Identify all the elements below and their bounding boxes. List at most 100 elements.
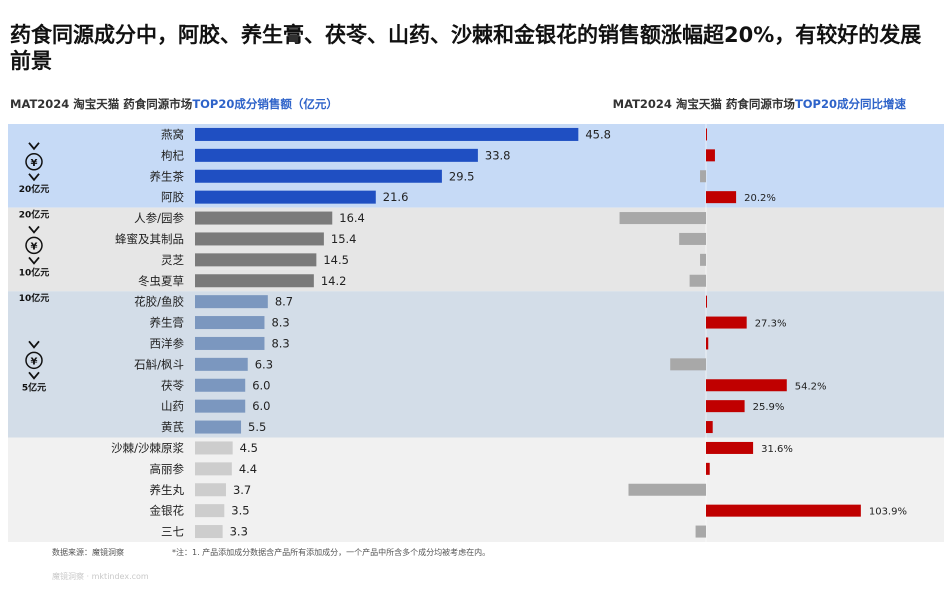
- growth-bar: [706, 441, 754, 454]
- sales-bar: [195, 190, 376, 204]
- sales-value-label: 8.3: [271, 316, 289, 330]
- growth-bar: [706, 337, 709, 350]
- category-label: 黄芪: [161, 420, 184, 434]
- tier-top-label: 20亿元: [19, 209, 50, 221]
- growth-bar: [706, 400, 745, 413]
- growth-value-label: 20.2%: [744, 193, 776, 204]
- growth-bar: [689, 274, 706, 287]
- tier-top-label: 10亿元: [19, 292, 50, 304]
- sales-value-label: 29.5: [449, 169, 475, 183]
- sales-bar: [195, 504, 225, 518]
- sales-bar: [195, 336, 265, 350]
- growth-bar: [706, 128, 707, 141]
- category-label: 西洋参: [150, 336, 185, 350]
- chevron-down-icon: [28, 256, 40, 265]
- growth-bar: [679, 232, 706, 245]
- growth-bar: [706, 295, 707, 308]
- sales-bar: [195, 127, 579, 141]
- right-chart-subtitle: MAT2024 淘宝天猫 药食同源市场TOP20成分同比增速: [612, 97, 906, 111]
- sales-value-label: 4.5: [240, 441, 258, 455]
- tier-bands: [8, 124, 944, 542]
- tier-bottom-label: 20亿元: [19, 183, 50, 195]
- sales-bar: [195, 295, 268, 309]
- category-label: 灵芝: [161, 253, 184, 267]
- sales-value-label: 3.5: [231, 504, 249, 518]
- sales-value-label: 8.7: [275, 295, 293, 309]
- sales-bar: [195, 274, 314, 288]
- tier-bottom-label: 10亿元: [19, 266, 50, 278]
- tier-band: [8, 291, 944, 438]
- sales-value-label: 33.8: [485, 148, 511, 162]
- sales-bar: [195, 169, 442, 183]
- category-label: 茯苓: [161, 378, 184, 392]
- category-label: 燕窝: [161, 127, 184, 141]
- sales-value-label: 14.5: [323, 253, 349, 267]
- sales-value-label: 4.4: [239, 462, 257, 476]
- sales-bar: [195, 316, 265, 330]
- yuan-circle-icon: [25, 351, 43, 370]
- category-label: 高丽参: [150, 462, 185, 476]
- category-label: 石斛/枫斗: [134, 357, 184, 371]
- growth-bar: [619, 212, 706, 225]
- sales-value-label: 3.7: [233, 483, 251, 497]
- category-label: 人参/园参: [134, 211, 184, 225]
- sales-value-label: 3.3: [230, 525, 248, 539]
- growth-value-label: 54.2%: [795, 381, 827, 392]
- category-label: 枸杞: [161, 148, 184, 162]
- category-label: 花胶/鱼胶: [134, 295, 184, 309]
- yuan-circle-icon: [25, 153, 43, 171]
- sales-bar: [195, 211, 333, 225]
- sales-value-label: 21.6: [383, 190, 409, 204]
- sales-bar-chart: 燕窝 45.8 枸杞 33.8 养生茶 29.5 阿胶 21.6 人参/园参 16.4 蜂蜜及其制品…: [111, 127, 611, 538]
- sales-value-label: 6.0: [252, 378, 270, 392]
- growth-bar: [706, 191, 737, 204]
- sales-bar: [195, 253, 317, 267]
- sales-bar: [195, 483, 226, 497]
- sales-bar: [195, 148, 478, 162]
- tier-bottom-label: 5亿元: [22, 381, 46, 393]
- growth-bar: [706, 379, 787, 392]
- yuan-circle-icon: [25, 236, 43, 255]
- growth-bar: [706, 462, 710, 475]
- chevron-down-icon: [28, 371, 40, 380]
- growth-bar: [695, 525, 706, 538]
- sales-value-label: 8.3: [271, 336, 289, 350]
- sales-value-label: 6.0: [252, 399, 270, 413]
- growth-bar: [670, 358, 706, 371]
- tier-markers: ¥20亿元 20亿元 ¥10亿元 10亿元 ¥5亿元: [19, 142, 50, 393]
- sales-bar: [195, 525, 223, 539]
- growth-bar: [700, 253, 706, 266]
- sales-bar: [195, 357, 248, 371]
- growth-bar-chart: 20.2% 27.3% 54.2% 25.9% 31.6% 103.9%: [619, 124, 907, 542]
- chevron-down-icon: [28, 142, 40, 151]
- growth-bar: [706, 316, 747, 329]
- growth-value-label: 25.9%: [753, 402, 785, 413]
- chevron-down-icon: [28, 340, 40, 349]
- sales-bar: [195, 378, 246, 392]
- category-label: 三七: [161, 525, 184, 539]
- page-title: 药食同源成分中，阿胶、养生膏、茯苓、山药、沙棘和金银花的销售额涨幅超20%，有较…: [10, 23, 922, 73]
- sales-bar: [195, 399, 246, 413]
- tier-band: [8, 207, 944, 292]
- tier-band: [8, 437, 944, 542]
- growth-bar: [706, 504, 861, 517]
- growth-bar: [700, 170, 706, 183]
- growth-value-label: 31.6%: [761, 444, 793, 455]
- growth-bar: [628, 483, 706, 496]
- category-label: 冬虫夏草: [138, 274, 184, 288]
- sales-value-label: 16.4: [339, 211, 365, 225]
- category-label: 金银花: [150, 504, 185, 518]
- yuan-glyph: ¥: [31, 158, 38, 169]
- sales-bar: [195, 420, 242, 434]
- sales-bar: [195, 232, 324, 246]
- left-chart-subtitle: MAT2024 淘宝天猫 药食同源市场TOP20成分销售额（亿元）: [10, 97, 338, 111]
- sales-bar: [195, 441, 233, 455]
- category-label: 沙棘/沙棘原浆: [111, 441, 184, 455]
- sales-value-label: 6.3: [255, 357, 273, 371]
- sales-bar: [195, 462, 232, 476]
- yuan-glyph: ¥: [31, 241, 38, 252]
- sales-value-label: 5.5: [248, 420, 266, 434]
- chevron-down-icon: [28, 225, 40, 234]
- sales-value-label: 45.8: [585, 127, 611, 141]
